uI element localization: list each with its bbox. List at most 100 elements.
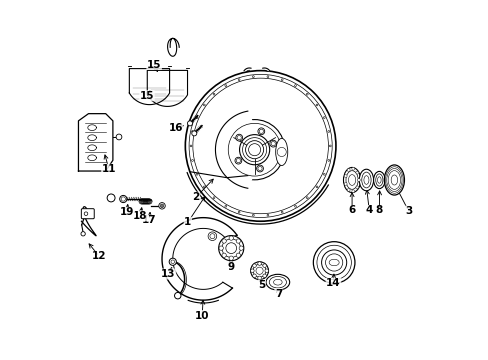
Text: 1: 1 — [184, 217, 191, 227]
Circle shape — [315, 104, 317, 106]
Circle shape — [213, 93, 215, 95]
Circle shape — [222, 239, 226, 243]
Text: 16: 16 — [168, 123, 183, 133]
Ellipse shape — [359, 169, 373, 191]
Circle shape — [351, 190, 354, 193]
Circle shape — [305, 197, 307, 199]
Text: 2: 2 — [192, 192, 199, 202]
Circle shape — [357, 179, 360, 181]
Circle shape — [196, 174, 198, 175]
Text: 9: 9 — [227, 262, 234, 272]
Polygon shape — [129, 69, 169, 105]
Ellipse shape — [265, 274, 289, 290]
Circle shape — [323, 174, 325, 175]
Circle shape — [294, 205, 296, 207]
Circle shape — [327, 159, 329, 161]
Circle shape — [239, 135, 269, 165]
Circle shape — [266, 76, 268, 77]
Circle shape — [196, 117, 198, 118]
Circle shape — [257, 276, 261, 280]
FancyBboxPatch shape — [81, 209, 94, 219]
Text: 5: 5 — [258, 280, 265, 290]
Ellipse shape — [373, 171, 384, 189]
Polygon shape — [78, 114, 113, 171]
Circle shape — [213, 197, 215, 199]
Circle shape — [235, 134, 242, 141]
Polygon shape — [162, 218, 237, 300]
Circle shape — [81, 231, 85, 236]
Polygon shape — [147, 71, 187, 107]
Circle shape — [185, 71, 335, 221]
Ellipse shape — [343, 167, 360, 193]
Text: 14: 14 — [325, 278, 340, 288]
Circle shape — [222, 253, 226, 257]
Circle shape — [120, 195, 126, 203]
Circle shape — [281, 79, 283, 81]
Circle shape — [263, 274, 266, 278]
Circle shape — [208, 232, 216, 240]
Circle shape — [323, 117, 325, 118]
Text: 10: 10 — [195, 311, 209, 320]
Circle shape — [238, 79, 240, 81]
Ellipse shape — [275, 138, 287, 166]
Text: 3: 3 — [404, 206, 411, 216]
Circle shape — [252, 214, 254, 216]
Circle shape — [250, 262, 268, 280]
Circle shape — [203, 186, 205, 188]
Circle shape — [169, 258, 176, 265]
Text: 18: 18 — [133, 211, 147, 221]
Circle shape — [116, 134, 122, 140]
Circle shape — [269, 140, 276, 147]
Circle shape — [191, 131, 196, 136]
Circle shape — [355, 171, 358, 174]
Text: 15: 15 — [140, 91, 154, 101]
Ellipse shape — [384, 165, 404, 195]
Circle shape — [305, 93, 307, 95]
Circle shape — [281, 211, 283, 213]
Circle shape — [315, 186, 317, 188]
Circle shape — [252, 76, 254, 77]
Text: 7: 7 — [274, 289, 282, 299]
Circle shape — [191, 131, 193, 132]
Circle shape — [351, 167, 354, 170]
Circle shape — [346, 168, 349, 171]
Circle shape — [257, 128, 264, 135]
Polygon shape — [244, 68, 250, 71]
Text: 15: 15 — [146, 59, 161, 69]
Circle shape — [294, 85, 296, 86]
Circle shape — [266, 214, 268, 216]
Circle shape — [228, 256, 233, 260]
Text: 11: 11 — [102, 164, 116, 174]
Circle shape — [190, 145, 191, 147]
Circle shape — [159, 203, 165, 209]
Circle shape — [329, 145, 330, 147]
Text: 6: 6 — [348, 206, 355, 216]
Circle shape — [224, 85, 226, 86]
Circle shape — [224, 120, 284, 180]
Circle shape — [224, 205, 226, 207]
Circle shape — [313, 242, 354, 283]
Circle shape — [327, 131, 329, 132]
Circle shape — [228, 236, 233, 240]
Circle shape — [355, 186, 358, 189]
Circle shape — [264, 269, 268, 273]
Circle shape — [239, 246, 243, 250]
Circle shape — [344, 183, 346, 185]
Circle shape — [235, 157, 241, 164]
Text: 17: 17 — [142, 215, 156, 225]
Circle shape — [174, 292, 181, 299]
Circle shape — [107, 194, 115, 202]
Circle shape — [236, 253, 240, 257]
Text: 12: 12 — [92, 251, 106, 261]
Circle shape — [187, 121, 192, 126]
Circle shape — [257, 262, 261, 265]
Text: 4: 4 — [365, 206, 372, 216]
Circle shape — [252, 264, 256, 267]
Circle shape — [346, 189, 349, 192]
Circle shape — [203, 104, 205, 106]
Polygon shape — [262, 68, 269, 71]
Circle shape — [236, 239, 240, 243]
Text: 19: 19 — [120, 207, 134, 217]
Circle shape — [250, 269, 254, 273]
Text: 13: 13 — [161, 269, 175, 279]
